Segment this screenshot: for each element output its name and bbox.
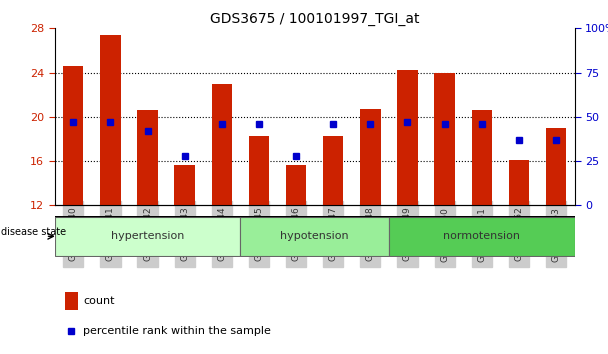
- Text: hypertension: hypertension: [111, 231, 184, 241]
- Text: disease state: disease state: [1, 227, 66, 237]
- Text: percentile rank within the sample: percentile rank within the sample: [83, 326, 271, 336]
- Text: hypotension: hypotension: [280, 231, 349, 241]
- Bar: [174, 166, 195, 205]
- Bar: [472, 110, 492, 205]
- Bar: [360, 109, 381, 205]
- Bar: [212, 84, 232, 205]
- Bar: [286, 166, 306, 205]
- Bar: [55, 217, 240, 256]
- Bar: [100, 35, 120, 205]
- Bar: [397, 70, 418, 205]
- Bar: [434, 73, 455, 205]
- Bar: [509, 160, 529, 205]
- Bar: [65, 292, 78, 310]
- Bar: [389, 217, 575, 256]
- Bar: [240, 217, 389, 256]
- Bar: [323, 136, 344, 205]
- Bar: [137, 110, 157, 205]
- Bar: [546, 128, 566, 205]
- Bar: [63, 66, 83, 205]
- Text: normotension: normotension: [443, 231, 520, 241]
- Text: count: count: [83, 296, 115, 306]
- Bar: [249, 136, 269, 205]
- Title: GDS3675 / 100101997_TGI_at: GDS3675 / 100101997_TGI_at: [210, 12, 420, 26]
